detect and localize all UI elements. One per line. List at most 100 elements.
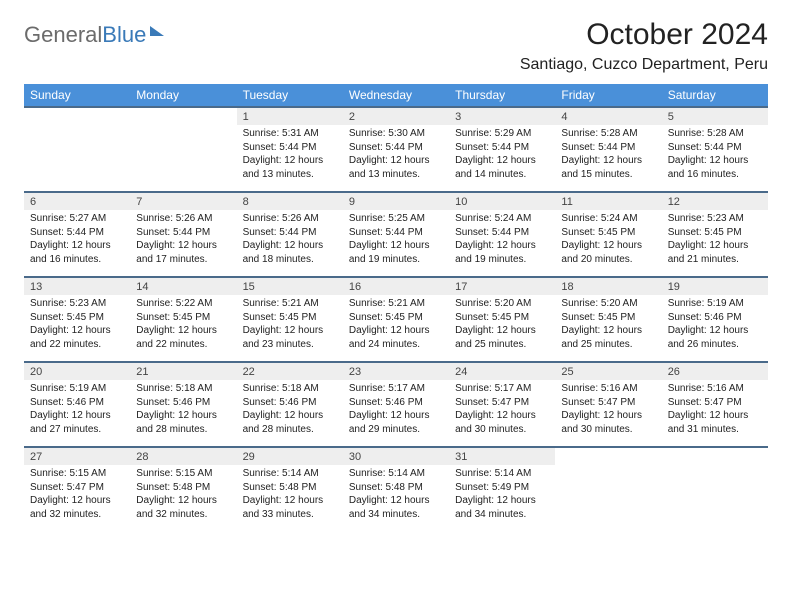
sunrise-line: Sunrise: 5:19 AM [668, 297, 762, 311]
day-number: 24 [449, 363, 555, 380]
daylight-line: Daylight: 12 hours and 18 minutes. [243, 239, 337, 266]
sunrise-line: Sunrise: 5:31 AM [243, 127, 337, 141]
location: Santiago, Cuzco Department, Peru [520, 56, 768, 74]
sunrise-line: Sunrise: 5:23 AM [30, 297, 124, 311]
sunrise-line: Sunrise: 5:22 AM [136, 297, 230, 311]
sunrise-line: Sunrise: 5:18 AM [243, 382, 337, 396]
day-number: 31 [449, 448, 555, 465]
logo-mark-icon [150, 26, 164, 36]
sunrise-line: Sunrise: 5:14 AM [243, 467, 337, 481]
day-body: Sunrise: 5:24 AMSunset: 5:45 PMDaylight:… [555, 210, 661, 276]
day-cell: 17Sunrise: 5:20 AMSunset: 5:45 PMDayligh… [449, 277, 555, 362]
day-body: Sunrise: 5:23 AMSunset: 5:45 PMDaylight:… [24, 295, 130, 361]
sunrise-line: Sunrise: 5:14 AM [455, 467, 549, 481]
sunset-line: Sunset: 5:48 PM [136, 481, 230, 495]
daylight-line: Daylight: 12 hours and 27 minutes. [30, 409, 124, 436]
week-row: 13Sunrise: 5:23 AMSunset: 5:45 PMDayligh… [24, 277, 768, 362]
sunrise-line: Sunrise: 5:20 AM [455, 297, 549, 311]
sunset-line: Sunset: 5:45 PM [136, 311, 230, 325]
sunrise-line: Sunrise: 5:19 AM [30, 382, 124, 396]
day-cell: 16Sunrise: 5:21 AMSunset: 5:45 PMDayligh… [343, 277, 449, 362]
sunrise-line: Sunrise: 5:16 AM [668, 382, 762, 396]
daylight-line: Daylight: 12 hours and 30 minutes. [561, 409, 655, 436]
day-number: 17 [449, 278, 555, 295]
day-cell: 12Sunrise: 5:23 AMSunset: 5:45 PMDayligh… [662, 192, 768, 277]
day-body: Sunrise: 5:14 AMSunset: 5:49 PMDaylight:… [449, 465, 555, 531]
day-cell [662, 447, 768, 531]
sunrise-line: Sunrise: 5:21 AM [349, 297, 443, 311]
sunset-line: Sunset: 5:44 PM [349, 226, 443, 240]
day-number: 28 [130, 448, 236, 465]
day-cell: 31Sunrise: 5:14 AMSunset: 5:49 PMDayligh… [449, 447, 555, 531]
week-row: 6Sunrise: 5:27 AMSunset: 5:44 PMDaylight… [24, 192, 768, 277]
sunset-line: Sunset: 5:44 PM [561, 141, 655, 155]
daylight-line: Daylight: 12 hours and 14 minutes. [455, 154, 549, 181]
day-number: 13 [24, 278, 130, 295]
calendar-table: Sunday Monday Tuesday Wednesday Thursday… [24, 84, 768, 531]
day-number: 23 [343, 363, 449, 380]
sunset-line: Sunset: 5:46 PM [30, 396, 124, 410]
day-body: Sunrise: 5:20 AMSunset: 5:45 PMDaylight:… [555, 295, 661, 361]
week-row: 27Sunrise: 5:15 AMSunset: 5:47 PMDayligh… [24, 447, 768, 531]
sunset-line: Sunset: 5:44 PM [668, 141, 762, 155]
day-body: Sunrise: 5:29 AMSunset: 5:44 PMDaylight:… [449, 125, 555, 191]
day-body: Sunrise: 5:26 AMSunset: 5:44 PMDaylight:… [237, 210, 343, 276]
day-number: 6 [24, 193, 130, 210]
day-number: 5 [662, 108, 768, 125]
sunrise-line: Sunrise: 5:24 AM [561, 212, 655, 226]
daylight-line: Daylight: 12 hours and 26 minutes. [668, 324, 762, 351]
sunset-line: Sunset: 5:45 PM [561, 311, 655, 325]
dow-mon: Monday [130, 84, 236, 107]
day-number: 7 [130, 193, 236, 210]
dow-tue: Tuesday [237, 84, 343, 107]
sunset-line: Sunset: 5:47 PM [455, 396, 549, 410]
day-number: 16 [343, 278, 449, 295]
day-number: 11 [555, 193, 661, 210]
day-number: 3 [449, 108, 555, 125]
sunset-line: Sunset: 5:44 PM [243, 141, 337, 155]
day-number: 14 [130, 278, 236, 295]
day-body [662, 453, 768, 515]
day-number: 30 [343, 448, 449, 465]
day-cell: 4Sunrise: 5:28 AMSunset: 5:44 PMDaylight… [555, 107, 661, 192]
logo-text-2: Blue [102, 22, 146, 48]
day-body: Sunrise: 5:27 AMSunset: 5:44 PMDaylight:… [24, 210, 130, 276]
day-body: Sunrise: 5:30 AMSunset: 5:44 PMDaylight:… [343, 125, 449, 191]
header: GeneralBlue October 2024 Santiago, Cuzco… [24, 18, 768, 80]
sunrise-line: Sunrise: 5:25 AM [349, 212, 443, 226]
day-cell: 25Sunrise: 5:16 AMSunset: 5:47 PMDayligh… [555, 362, 661, 447]
day-cell: 26Sunrise: 5:16 AMSunset: 5:47 PMDayligh… [662, 362, 768, 447]
day-body: Sunrise: 5:16 AMSunset: 5:47 PMDaylight:… [662, 380, 768, 446]
day-cell [555, 447, 661, 531]
day-cell: 28Sunrise: 5:15 AMSunset: 5:48 PMDayligh… [130, 447, 236, 531]
sunrise-line: Sunrise: 5:18 AM [136, 382, 230, 396]
day-number: 1 [237, 108, 343, 125]
dow-thu: Thursday [449, 84, 555, 107]
day-cell: 27Sunrise: 5:15 AMSunset: 5:47 PMDayligh… [24, 447, 130, 531]
daylight-line: Daylight: 12 hours and 22 minutes. [136, 324, 230, 351]
day-number: 9 [343, 193, 449, 210]
day-number: 29 [237, 448, 343, 465]
day-body: Sunrise: 5:26 AMSunset: 5:44 PMDaylight:… [130, 210, 236, 276]
daylight-line: Daylight: 12 hours and 13 minutes. [243, 154, 337, 181]
daylight-line: Daylight: 12 hours and 28 minutes. [243, 409, 337, 436]
week-row: 1Sunrise: 5:31 AMSunset: 5:44 PMDaylight… [24, 107, 768, 192]
sunset-line: Sunset: 5:45 PM [668, 226, 762, 240]
daylight-line: Daylight: 12 hours and 30 minutes. [455, 409, 549, 436]
day-cell: 2Sunrise: 5:30 AMSunset: 5:44 PMDaylight… [343, 107, 449, 192]
day-body: Sunrise: 5:14 AMSunset: 5:48 PMDaylight:… [343, 465, 449, 531]
day-cell: 15Sunrise: 5:21 AMSunset: 5:45 PMDayligh… [237, 277, 343, 362]
day-cell: 23Sunrise: 5:17 AMSunset: 5:46 PMDayligh… [343, 362, 449, 447]
day-body: Sunrise: 5:24 AMSunset: 5:44 PMDaylight:… [449, 210, 555, 276]
sunset-line: Sunset: 5:47 PM [30, 481, 124, 495]
daylight-line: Daylight: 12 hours and 21 minutes. [668, 239, 762, 266]
day-body: Sunrise: 5:18 AMSunset: 5:46 PMDaylight:… [237, 380, 343, 446]
day-body: Sunrise: 5:17 AMSunset: 5:46 PMDaylight:… [343, 380, 449, 446]
dow-wed: Wednesday [343, 84, 449, 107]
sunrise-line: Sunrise: 5:28 AM [668, 127, 762, 141]
sunrise-line: Sunrise: 5:14 AM [349, 467, 443, 481]
daylight-line: Daylight: 12 hours and 23 minutes. [243, 324, 337, 351]
day-body: Sunrise: 5:16 AMSunset: 5:47 PMDaylight:… [555, 380, 661, 446]
day-number: 18 [555, 278, 661, 295]
sunset-line: Sunset: 5:44 PM [243, 226, 337, 240]
